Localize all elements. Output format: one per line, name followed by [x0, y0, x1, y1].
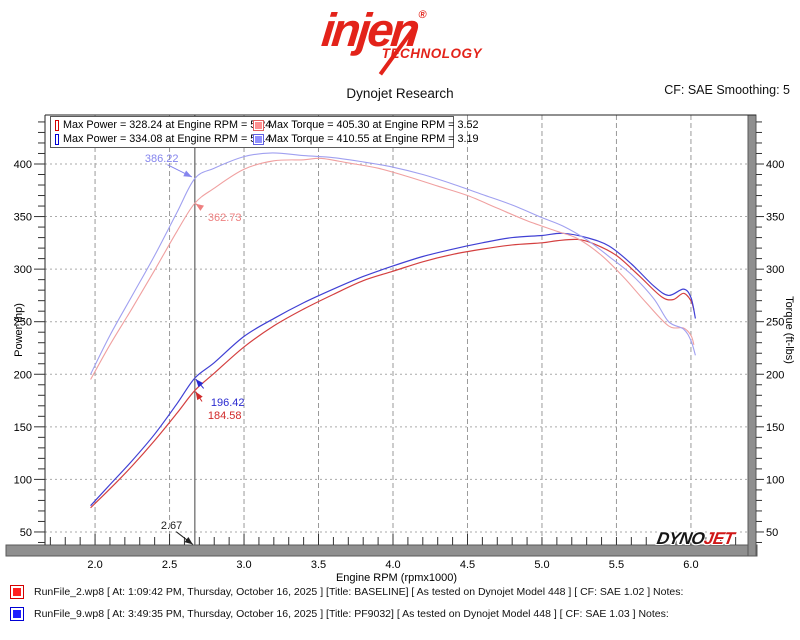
- x-axis-title: Engine RPM (rpmx1000): [336, 572, 457, 584]
- torque-pf9032-curve: [90, 152, 696, 375]
- red-series-swatch-icon: [55, 119, 59, 131]
- blue-run-swatch-icon: [10, 607, 24, 621]
- report-title: Dynojet Research: [346, 86, 454, 101]
- svg-text:250: 250: [766, 317, 784, 329]
- annotation-arrowhead-icon: [195, 379, 204, 388]
- annotation-arrowhead-icon: [184, 537, 193, 545]
- svg-text:2.5: 2.5: [162, 559, 177, 571]
- svg-text:4.0: 4.0: [385, 559, 400, 571]
- svg-text:4.5: 4.5: [460, 559, 475, 571]
- annotation-arrows: [167, 164, 205, 545]
- tick-labels: 2.0 2.5 3.0 3.5 4.0 4.5 5.0 5.5 6.0 50 50 100 100 150…: [13, 159, 795, 584]
- run-file-info: RunFile_2.wp8 [ At: 1:09:42 PM, Thursday…: [34, 586, 684, 598]
- legend-item-max-torque-pf9032: Max Torque = 410.55 at Engine RPM = 3.19: [253, 133, 478, 145]
- legend-box: Max Power = 328.24 at Engine RPM = 5.24 …: [50, 116, 478, 148]
- power-pf9032-curve: [90, 232, 696, 507]
- injen-logo: injen® TECHNOLOGY: [319, 3, 482, 80]
- power-baseline-curve: [90, 238, 695, 509]
- svg-text:200: 200: [14, 369, 32, 381]
- dynojet-logo: DYNOJET: [655, 529, 735, 549]
- axis-ticks: [34, 121, 764, 545]
- cursor-annotation-rpm: 2.67: [160, 520, 183, 532]
- legend-item-max-torque-baseline: Max Torque = 405.30 at Engine RPM = 3.52: [253, 119, 478, 131]
- smoothing-setting-label: CF: SAE Smoothing: 5: [664, 83, 790, 97]
- svg-text:150: 150: [766, 422, 784, 434]
- legend-item-max-power-baseline: Max Power = 328.24 at Engine RPM = 5.24: [55, 119, 271, 131]
- legend-label: Max Torque = 405.30 at Engine RPM = 3.52: [268, 119, 479, 131]
- cursor-annotation-power-pf9032: 196.42: [210, 397, 245, 410]
- injen-technology-text: TECHNOLOGY: [381, 45, 482, 61]
- x-axis-bar: [5, 544, 758, 557]
- svg-text:150: 150: [14, 422, 32, 434]
- light-red-series-swatch-icon: [253, 119, 264, 131]
- light-blue-series-swatch-icon: [253, 133, 264, 145]
- svg-text:50: 50: [766, 527, 778, 539]
- gridlines: [45, 115, 748, 545]
- y-axis-left-title: Power (hp): [13, 303, 25, 357]
- legend-label: Max Power = 328.24 at Engine RPM = 5.24: [63, 119, 272, 131]
- cursor-annotation-power-baseline: 184.58: [207, 410, 242, 423]
- svg-text:3.5: 3.5: [311, 559, 326, 571]
- svg-text:400: 400: [766, 159, 784, 171]
- annotation-arrowhead-icon: [183, 170, 192, 177]
- svg-text:5.5: 5.5: [609, 559, 624, 571]
- svg-text:400: 400: [14, 159, 32, 171]
- y-axis-right-bar: [747, 114, 757, 557]
- run-file-row-pf9032: RunFile_9.wp8 [ At: 3:49:35 PM, Thursday…: [10, 607, 669, 621]
- svg-text:2.0: 2.0: [87, 559, 102, 571]
- legend-label: Max Power = 334.08 at Engine RPM = 5.14: [63, 133, 272, 145]
- cursor-annotation-torque-pf9032: 386.22: [144, 153, 179, 166]
- legend-label: Max Torque = 410.55 at Engine RPM = 3.19: [268, 133, 479, 145]
- legend-item-max-power-pf9032: Max Power = 334.08 at Engine RPM = 5.14: [55, 133, 271, 145]
- run-file-info: RunFile_9.wp8 [ At: 3:49:35 PM, Thursday…: [34, 608, 669, 620]
- svg-text:100: 100: [766, 474, 784, 486]
- cursor-annotation-torque-baseline: 362.73: [207, 212, 242, 225]
- svg-text:50: 50: [20, 527, 32, 539]
- svg-text:100: 100: [14, 474, 32, 486]
- svg-text:350: 350: [766, 212, 784, 224]
- svg-text:350: 350: [14, 212, 32, 224]
- svg-text:5.0: 5.0: [534, 559, 549, 571]
- svg-text:250: 250: [14, 317, 32, 329]
- torque-baseline-curve: [90, 157, 695, 380]
- svg-text:300: 300: [766, 264, 784, 276]
- dynojet-logo-jet: JET: [702, 529, 736, 548]
- y-axis-right-title: Torque (ft-lbs): [783, 296, 795, 364]
- dynojet-logo-dyno: DYNO: [655, 529, 706, 548]
- svg-text:200: 200: [766, 369, 784, 381]
- blue-series-swatch-icon: [55, 133, 59, 145]
- run-file-row-baseline: RunFile_2.wp8 [ At: 1:09:42 PM, Thursday…: [10, 585, 683, 599]
- red-run-swatch-icon: [10, 585, 24, 599]
- svg-text:6.0: 6.0: [683, 559, 698, 571]
- annotation-arrowhead-icon: [195, 391, 203, 401]
- svg-text:3.0: 3.0: [236, 559, 251, 571]
- svg-text:300: 300: [14, 264, 32, 276]
- annotation-arrowhead-icon: [195, 203, 204, 211]
